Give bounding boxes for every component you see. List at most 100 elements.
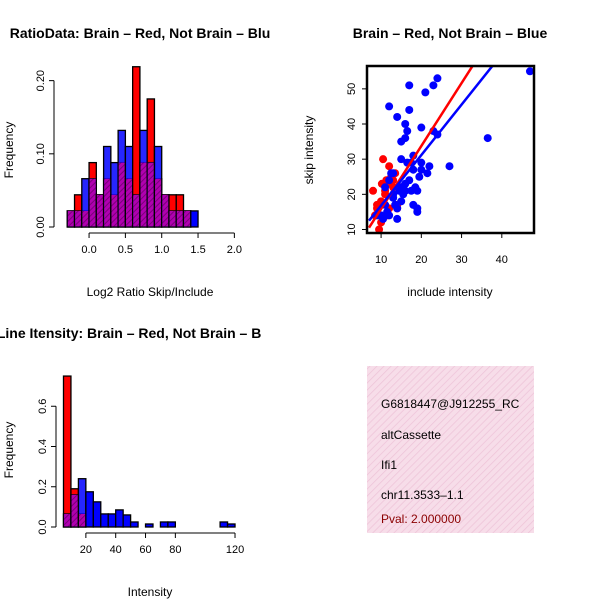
- scatter-point-not-brain: [413, 186, 422, 195]
- info-panel-background: [367, 366, 534, 533]
- intensity-bar-not-brain: [107, 513, 117, 528]
- scatter-point-not-brain: [525, 67, 534, 76]
- intensity-y-tick-label: 0.0: [37, 519, 49, 534]
- intensity-x-tick-label: 20: [80, 544, 92, 556]
- ratio-bars: [66, 66, 199, 228]
- ratio-bar-overlap: [82, 210, 89, 227]
- scatter-point-not-brain: [405, 176, 414, 185]
- ratio-x-tick-label: 1.5: [190, 244, 205, 256]
- intensity-bar-not-brain: [92, 501, 102, 528]
- scatter-point-not-brain: [429, 81, 438, 90]
- ratio-x-tick-label: 2.0: [227, 244, 242, 256]
- scatter-x-tick-label: 40: [496, 254, 508, 266]
- regression-line-not-brain: [368, 66, 494, 222]
- scatter-y-axis-label: skip intensity: [302, 116, 316, 185]
- intensity-bars: [62, 375, 236, 528]
- scatter-y-tick-label: 30: [346, 153, 358, 165]
- ratio-bar-overlap: [147, 162, 154, 227]
- scatter-chart-title: Brain – Red, Not Brain – Blue: [353, 25, 548, 41]
- event-type-text: altCassette: [381, 428, 441, 442]
- intensity-x-tick-label: 60: [139, 544, 151, 556]
- ratio-y-axis-label: Frequency: [2, 122, 16, 179]
- scatter-x-tick-label: 30: [455, 254, 467, 266]
- ratio-y-tick-label: 0.10: [35, 143, 47, 164]
- intensity-bar-overlap: [71, 494, 78, 527]
- intensity-x-tick-label: 40: [110, 544, 122, 556]
- scatter-point-not-brain: [397, 155, 406, 164]
- ratio-bar-not-brain: [190, 210, 199, 228]
- intensity-x-tick-label: 120: [226, 544, 244, 556]
- scatter-point-not-brain: [393, 214, 402, 223]
- regression-line-brain: [367, 66, 474, 229]
- ratio-histogram-panel: RatioData: Brain – Red, Not Brain – Blu …: [2, 25, 270, 299]
- scatter-point-brain: [385, 162, 394, 171]
- intensity-y-axis-label: Frequency: [2, 422, 16, 479]
- ratio-x-tick-label: 1.0: [154, 244, 169, 256]
- scatter-point-not-brain: [385, 102, 394, 111]
- ratio-bar-overlap: [118, 162, 125, 227]
- ratio-bar-overlap: [75, 210, 82, 227]
- intensity-histogram-panel: Exon Line Itensity: Brain – Red, Not Bra…: [0, 325, 261, 599]
- scatter-point-brain: [375, 225, 384, 234]
- scatter-point-not-brain: [421, 88, 430, 97]
- ratio-bar-overlap: [96, 194, 103, 227]
- scatter-x-tick-label: 20: [415, 254, 427, 266]
- scatter-y-tick-label: 50: [346, 83, 358, 95]
- scatter-point-not-brain: [385, 211, 394, 220]
- scatter-point-brain: [379, 155, 388, 164]
- intensity-bar-not-brain: [129, 521, 139, 528]
- scatter-y-tick-label: 20: [346, 188, 358, 200]
- ratio-bar-overlap: [155, 178, 162, 227]
- gene-name-text: Ifi1: [381, 458, 397, 472]
- scatter-x-axis-label: include intensity: [407, 285, 492, 299]
- ratio-x-tick-label: 0.5: [118, 244, 133, 256]
- scatter-plot-frame: [365, 64, 536, 235]
- scatter-point-not-brain: [397, 197, 406, 206]
- ratio-bar-overlap: [104, 178, 111, 227]
- intensity-axes: 0.0 0.2 0.4 0.6 20 40 60 80 120: [37, 399, 244, 556]
- scatter-point-not-brain: [393, 204, 402, 213]
- intensity-bar-not-brain: [100, 513, 109, 528]
- intensity-bar-not-brain: [159, 521, 169, 528]
- scatter-points: [367, 66, 534, 234]
- scatter-point-brain: [369, 186, 378, 195]
- intensity-bar-not-brain: [226, 523, 236, 528]
- pval-text: Pval: 2.000000: [381, 512, 461, 526]
- ratio-bar-overlap: [169, 210, 176, 227]
- intensity-bar-not-brain: [85, 491, 94, 528]
- scatter-point-not-brain: [401, 186, 410, 195]
- scatter-point-not-brain: [401, 134, 410, 143]
- info-panel: G6818447@J912255_RC altCassette Ifi1 chr…: [367, 366, 534, 533]
- scatter-point-not-brain: [405, 81, 414, 90]
- scatter-point-not-brain: [415, 172, 424, 181]
- scatter-point-not-brain: [423, 169, 432, 178]
- intensity-bar-not-brain: [167, 521, 177, 528]
- ratio-bar-overlap: [125, 178, 133, 227]
- ratio-axes: 0.00 0.10 0.20 0.0 0.5 1.0 1.5 2.0: [35, 70, 242, 256]
- scatter-point-not-brain: [433, 74, 442, 83]
- scatter-point-not-brain: [389, 169, 398, 178]
- scatter-point-not-brain: [381, 183, 390, 192]
- scatter-point-not-brain: [403, 127, 412, 136]
- scatter-point-not-brain: [425, 162, 434, 171]
- intensity-x-tick-label: 80: [169, 544, 181, 556]
- scatter-point-not-brain: [405, 105, 414, 114]
- locus-text: chr11.3533–1.1: [381, 488, 464, 502]
- intensity-y-tick-label: 0.4: [37, 439, 49, 454]
- intensity-bar-overlap: [64, 513, 71, 527]
- intensity-chart-title: Exon Line Itensity: Brain – Red, Not Bra…: [0, 325, 261, 341]
- ratio-bar-overlap: [176, 210, 183, 227]
- scatter-point-not-brain: [483, 134, 492, 143]
- scatter-point-not-brain: [417, 123, 426, 132]
- scatter-point-not-brain: [393, 112, 402, 121]
- intensity-y-tick-label: 0.2: [37, 479, 49, 494]
- scatter-y-tick-label: 10: [346, 223, 358, 235]
- scatter-panel: Brain – Red, Not Brain – Blue 10 20 30 4010…: [302, 25, 547, 299]
- ratio-bar-overlap: [133, 194, 140, 227]
- scatter-y-tick-label: 40: [346, 118, 358, 130]
- probe-id-text: G6818447@J912255_RC: [381, 397, 520, 411]
- ratio-x-axis-label: Log2 Ratio Skip/Include: [87, 285, 214, 299]
- intensity-bar-overlap: [79, 513, 86, 527]
- scatter-point-not-brain: [385, 176, 394, 185]
